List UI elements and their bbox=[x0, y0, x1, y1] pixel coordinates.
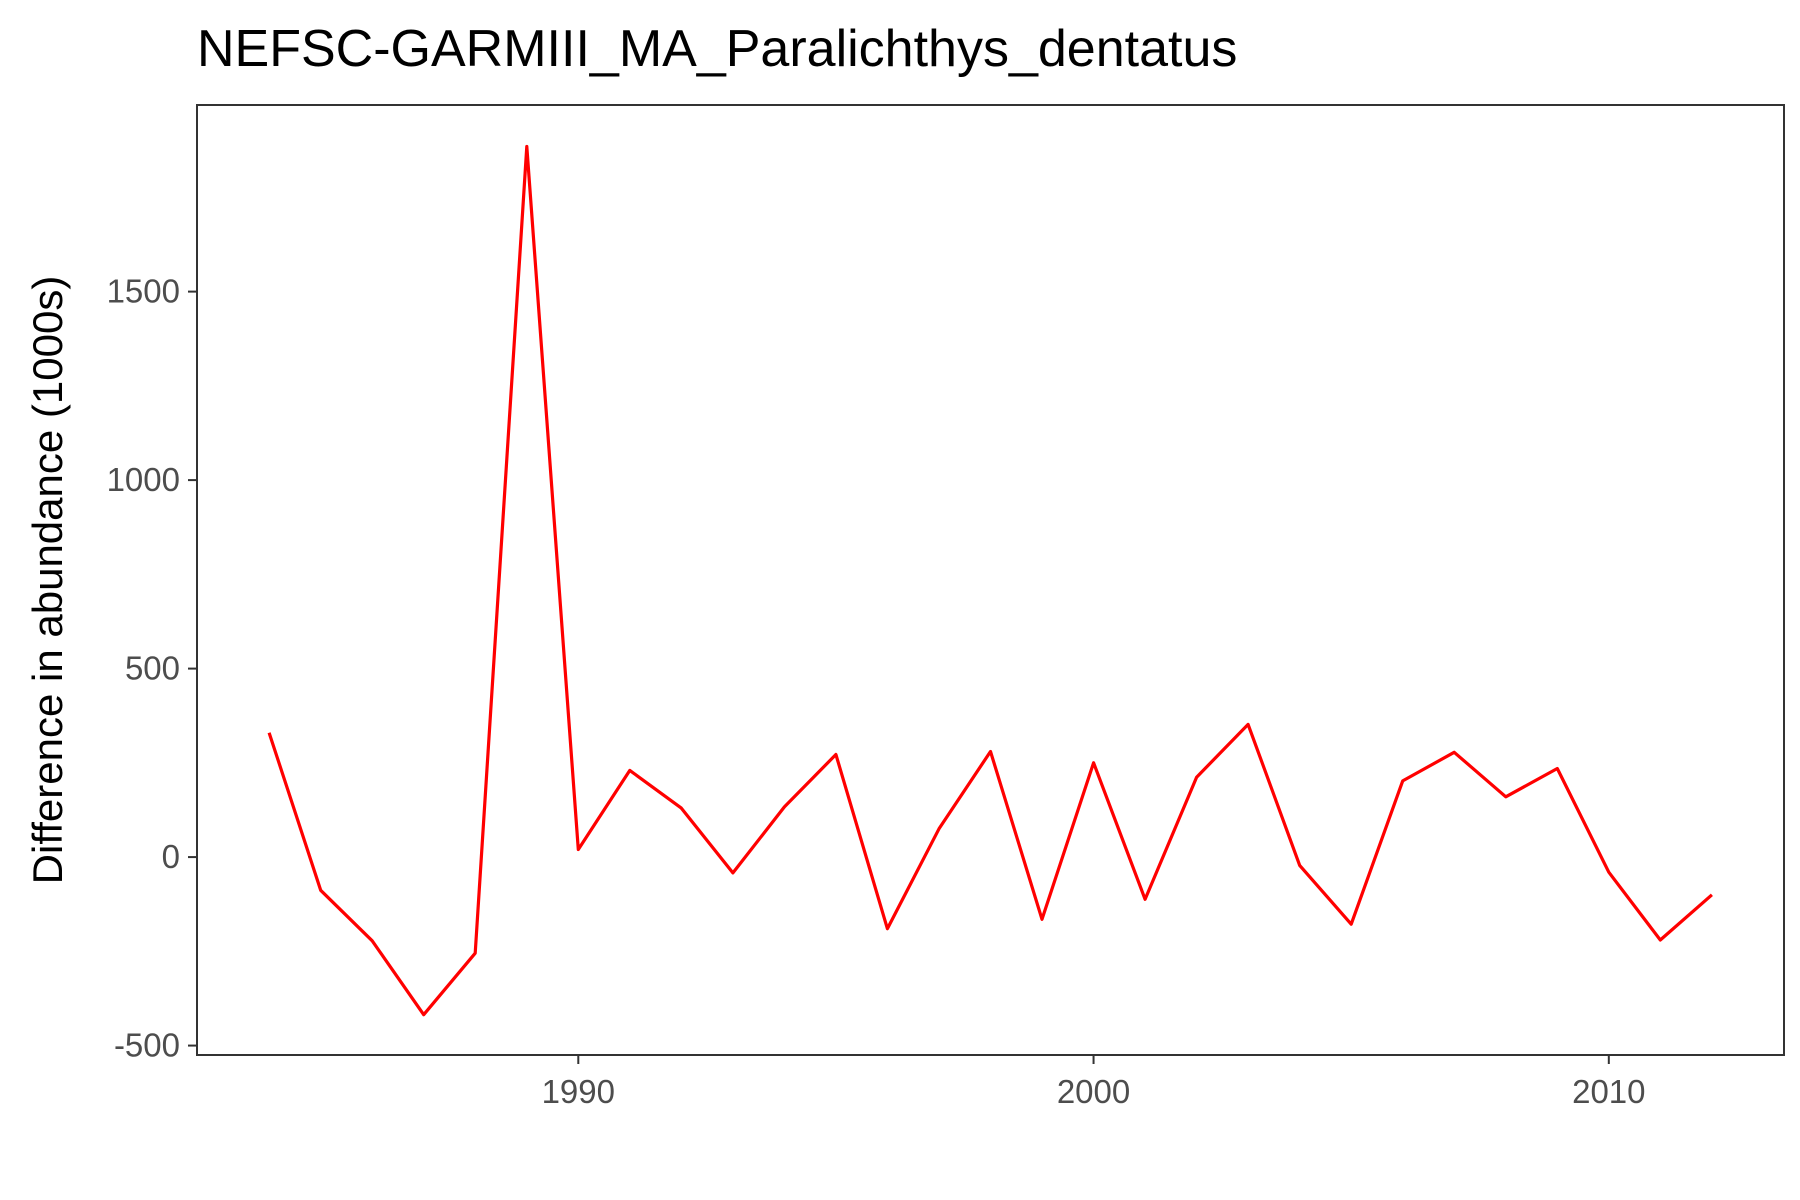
x-tick-label: 1990 bbox=[542, 1073, 615, 1110]
plot-panel bbox=[196, 104, 1785, 1056]
y-tick-label: -500 bbox=[114, 1027, 180, 1064]
chart-title: NEFSC-GARMIII_MA_Paralichthys_dentatus bbox=[197, 20, 1237, 78]
y-tick-label: 1500 bbox=[107, 273, 180, 310]
series-layer bbox=[267, 144, 1713, 1017]
y-axis-title: Difference in abundance (1000s) bbox=[24, 276, 71, 885]
series-line bbox=[267, 144, 1713, 1017]
y-tick-label: 0 bbox=[162, 838, 180, 875]
y-tick-label: 1000 bbox=[107, 461, 180, 498]
y-axis: -500 0 500 1000 1500 bbox=[107, 273, 197, 1064]
x-tick-label: 2000 bbox=[1057, 1073, 1130, 1110]
y-tick-label: 500 bbox=[125, 650, 180, 687]
x-axis: 1990 2000 2010 bbox=[542, 1055, 1646, 1110]
x-tick-label: 2010 bbox=[1572, 1073, 1645, 1110]
